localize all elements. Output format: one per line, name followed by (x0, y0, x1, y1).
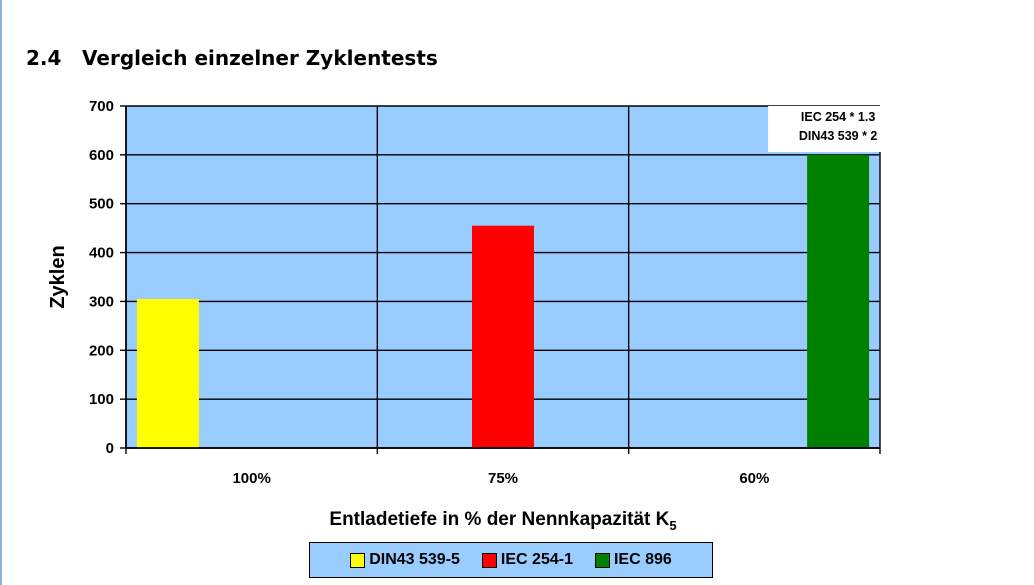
legend-item-iec-254-1: IEC 254-1 (481, 551, 573, 569)
x-axis-title: Entladetiefe in % der Nennkapazität K5 (329, 509, 676, 533)
plot-area: IEC 254 * 1.3 DIN43 539 * 2 (126, 105, 909, 449)
y-axis-title: Zyklen (47, 245, 69, 308)
y-tick-label: 200 (89, 342, 114, 359)
annotation-text: IEC 254 * 1.3 (801, 110, 875, 124)
x-tick-label: 100% (232, 470, 270, 487)
x-axis-title-main: Entladetiefe in % der Nennkapazität K (329, 509, 669, 530)
legend-swatch-yellow (350, 552, 366, 568)
axes: 0 100 200 300 400 500 600 700 100% 75% 60% (89, 98, 881, 487)
legend-swatch-red (481, 552, 497, 568)
bar (136, 298, 199, 448)
x-tick-label: 60% (739, 470, 769, 487)
annotation-box (768, 106, 909, 152)
bar (472, 225, 534, 448)
chart-legend: DIN43 539-5 IEC 254-1 IEC 896 (309, 542, 713, 578)
annotation-text: DIN43 539 * 2 (799, 129, 878, 143)
y-tick-label: 500 (89, 196, 114, 213)
legend-label: IEC 254-1 (500, 551, 573, 568)
x-axis-title-subscript: 5 (669, 518, 676, 533)
section-number: 2.4 (26, 46, 62, 70)
y-tick-label: 600 (89, 147, 114, 164)
y-tick-label: 0 (106, 440, 114, 457)
section-title: Vergleich einzelner Zyklentests (82, 46, 438, 70)
legend-item-iec-896: IEC 896 (594, 551, 672, 569)
legend-label: DIN43 539-5 (369, 551, 460, 568)
legend-label: IEC 896 (613, 551, 672, 568)
y-tick-label: 300 (89, 293, 114, 310)
y-tick-label: 700 (89, 98, 114, 115)
bar (807, 154, 870, 448)
y-tick-label: 400 (89, 245, 114, 262)
section-heading: 2.4 Vergleich einzelner Zyklentests (26, 46, 438, 70)
y-tick-label: 100 (89, 391, 114, 408)
window-left-edge (0, 0, 2, 585)
legend-item-din43-539-5: DIN43 539-5 (350, 551, 460, 569)
legend-swatch-green (594, 552, 610, 568)
x-tick-label: 75% (488, 470, 518, 487)
